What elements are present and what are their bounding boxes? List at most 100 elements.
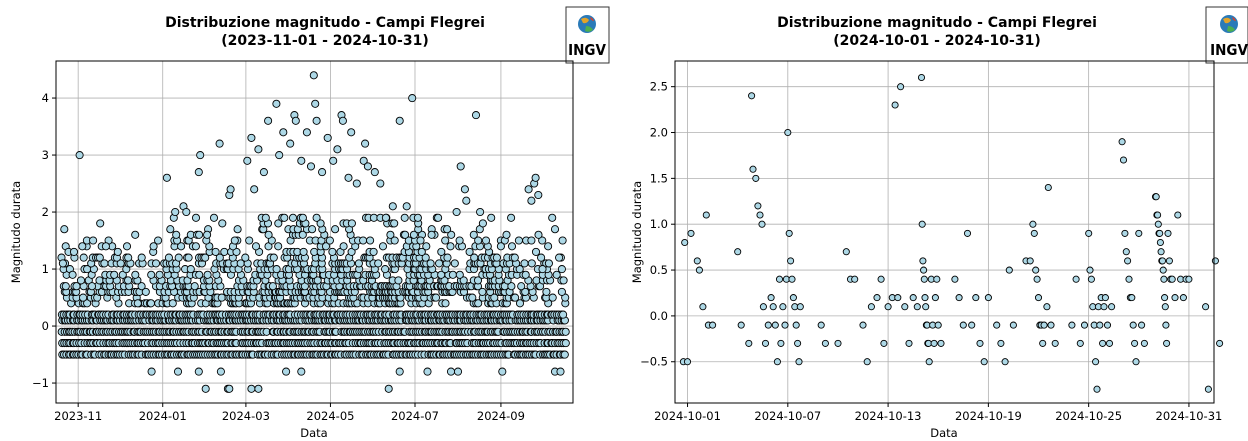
x-tick-label: 2024-09 — [477, 409, 525, 423]
data-point — [113, 247, 122, 256]
data-point — [254, 384, 263, 393]
data-point — [773, 358, 781, 366]
data-point — [1156, 238, 1164, 247]
y-tick-label: 1 — [42, 262, 49, 276]
data-point — [785, 229, 793, 237]
y-tick-label: −1 — [32, 376, 49, 390]
data-point — [325, 236, 334, 245]
data-point — [997, 339, 1005, 347]
data-point — [471, 111, 481, 120]
chart-title: Distribuzione magnitudo - Campi Flegrei — [777, 15, 1097, 31]
data-point — [366, 236, 375, 245]
y-tick-label: 0 — [42, 319, 49, 333]
data-point — [131, 230, 140, 239]
data-point — [527, 259, 536, 268]
data-point — [61, 282, 70, 291]
data-point — [1001, 358, 1009, 366]
data-point — [279, 128, 288, 137]
data-point — [203, 270, 212, 279]
data-point — [306, 162, 316, 171]
data-point — [1033, 275, 1041, 283]
data-point — [168, 299, 177, 308]
x-tick-label: 2024-05 — [306, 409, 354, 423]
data-point — [469, 230, 478, 239]
data-point — [376, 179, 385, 188]
data-point — [552, 270, 561, 279]
data-point — [96, 219, 105, 228]
data-point — [709, 321, 717, 329]
data-point — [89, 236, 98, 245]
data-point — [1072, 275, 1080, 283]
data-point — [754, 202, 762, 210]
data-point — [775, 275, 784, 283]
data-point — [1047, 321, 1055, 329]
data-point — [172, 230, 181, 239]
data-point — [354, 259, 363, 268]
data-point — [1099, 339, 1107, 347]
x-tick-label: 2024-10-25 — [1055, 409, 1122, 423]
y-tick-label: 1.0 — [650, 217, 668, 231]
data-point — [110, 270, 119, 279]
data-point — [917, 73, 926, 82]
data-point — [920, 275, 928, 283]
data-point — [220, 247, 229, 256]
data-point — [752, 174, 760, 182]
data-point — [474, 299, 483, 308]
data-point — [344, 173, 353, 182]
data-point — [308, 225, 317, 234]
data-point — [1026, 257, 1034, 265]
data-point — [402, 202, 411, 211]
x-tick-label: 2024-10-19 — [955, 409, 1022, 423]
scatter-chart-full-period: Distribuzione magnitudo - Campi Flegrei … — [9, 6, 610, 440]
data-point — [851, 275, 859, 283]
data-point — [748, 92, 756, 100]
y-tick-label: −0.5 — [640, 355, 668, 369]
x-tick-label: 2023-11 — [54, 409, 102, 423]
data-point — [1032, 266, 1040, 274]
data-point — [817, 321, 825, 329]
data-point — [1093, 385, 1101, 393]
x-tick-label: 2024-01 — [139, 409, 187, 423]
data-point — [217, 293, 226, 302]
data-point — [173, 367, 183, 376]
data-point — [821, 339, 829, 347]
data-point — [894, 294, 902, 302]
data-point — [1216, 339, 1224, 347]
data-point — [347, 219, 356, 228]
data-point — [699, 303, 707, 311]
data-point — [933, 275, 941, 283]
data-point — [531, 247, 541, 256]
data-point — [901, 303, 909, 311]
data-point — [297, 156, 306, 165]
data-point — [478, 219, 487, 228]
data-point — [146, 299, 156, 308]
data-point — [556, 367, 565, 376]
data-point — [162, 173, 171, 182]
data-point — [951, 275, 959, 283]
data-point — [455, 236, 464, 245]
data-point — [427, 230, 436, 239]
data-point — [79, 293, 88, 302]
data-point — [1086, 266, 1094, 274]
plot-area-frame — [674, 60, 1215, 404]
data-point — [1108, 303, 1116, 311]
data-point — [468, 293, 477, 302]
data-point — [1185, 275, 1193, 283]
data-point — [1152, 193, 1160, 201]
data-point — [880, 339, 888, 347]
data-point — [557, 287, 566, 296]
data-point — [280, 213, 289, 222]
data-point — [282, 367, 291, 376]
y-tick-label: 2.5 — [650, 80, 668, 94]
data-point — [137, 253, 146, 262]
data-point — [318, 168, 327, 177]
data-point — [937, 339, 945, 347]
data-point — [897, 83, 905, 91]
data-point — [450, 259, 459, 268]
data-point — [1051, 339, 1059, 347]
data-point — [487, 213, 496, 222]
data-point — [1080, 321, 1089, 329]
data-point — [1076, 339, 1084, 347]
x-axis-label: Data — [930, 426, 957, 440]
data-point — [201, 384, 210, 393]
